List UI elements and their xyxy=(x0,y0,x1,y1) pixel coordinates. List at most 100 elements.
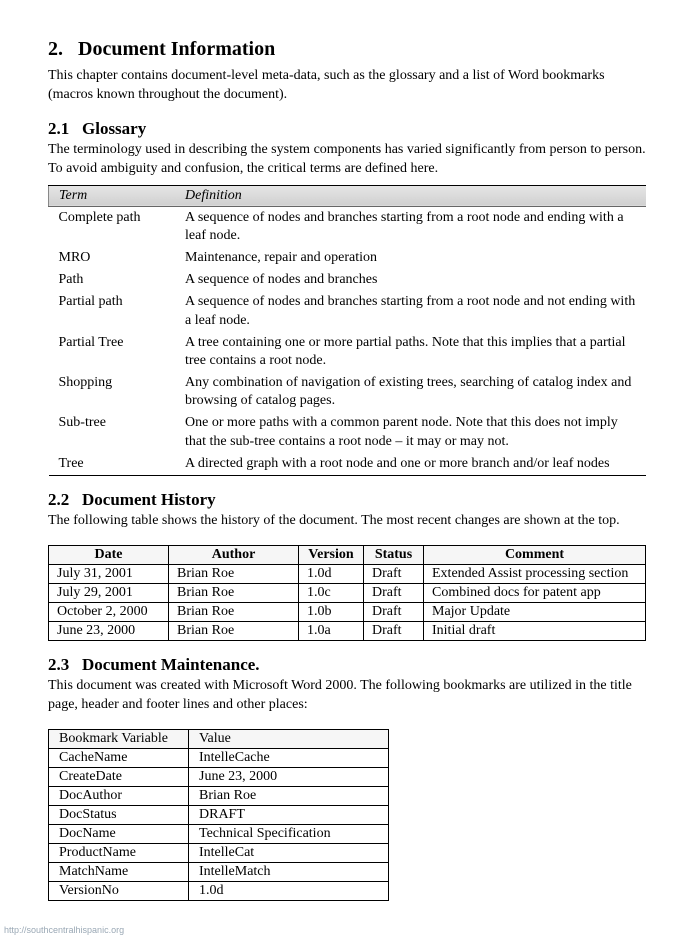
history-heading-title: Document History xyxy=(82,490,216,509)
history-cell-author: Brian Roe xyxy=(169,564,299,583)
bookmark-variable: DocAuthor xyxy=(49,786,189,805)
history-row: October 2, 2000Brian Roe1.0bDraftMajor U… xyxy=(49,602,646,621)
glossary-definition: A sequence of nodes and branches startin… xyxy=(175,291,646,331)
history-row: July 31, 2001Brian Roe1.0dDraftExtended … xyxy=(49,564,646,583)
glossary-row: MROMaintenance, repair and operation xyxy=(49,247,647,269)
history-cell-comment: Extended Assist processing section xyxy=(424,564,646,583)
glossary-definition: A directed graph with a root node and on… xyxy=(175,453,646,476)
bookmark-variable: CacheName xyxy=(49,748,189,767)
glossary-term: Sub-tree xyxy=(49,412,176,452)
history-cell-date: July 31, 2001 xyxy=(49,564,169,583)
history-cell-comment: Major Update xyxy=(424,602,646,621)
glossary-table: Term Definition Complete pathA sequence … xyxy=(48,185,646,476)
document-page: 2. Document Information This chapter con… xyxy=(0,0,694,921)
bookmark-value: IntelleCat xyxy=(189,843,389,862)
glossary-term: Shopping xyxy=(49,372,176,412)
history-intro: The following table shows the history of… xyxy=(48,512,646,531)
glossary-definition: A sequence of nodes and branches xyxy=(175,269,646,291)
bookmark-table: Bookmark Variable Value CacheNameIntelle… xyxy=(48,729,389,901)
bookmark-col-val: Value xyxy=(189,729,389,748)
glossary-definition: A tree containing one or more partial pa… xyxy=(175,332,646,372)
glossary-definition: Any combination of navigation of existin… xyxy=(175,372,646,412)
maintenance-heading-num: 2.3 xyxy=(48,655,69,674)
history-cell-version: 1.0b xyxy=(299,602,364,621)
history-cell-status: Draft xyxy=(364,564,424,583)
bookmark-value: 1.0d xyxy=(189,881,389,900)
glossary-row: TreeA directed graph with a root node an… xyxy=(49,453,647,476)
bookmark-variable: ProductName xyxy=(49,843,189,862)
maintenance-heading-title: Document Maintenance. xyxy=(82,655,260,674)
glossary-row: Partial pathA sequence of nodes and bran… xyxy=(49,291,647,331)
glossary-term: Tree xyxy=(49,453,176,476)
bookmark-variable: CreateDate xyxy=(49,767,189,786)
glossary-col-def: Definition xyxy=(175,185,646,206)
bookmark-row: ProductNameIntelleCat xyxy=(49,843,389,862)
history-cell-author: Brian Roe xyxy=(169,602,299,621)
bookmark-value: IntelleMatch xyxy=(189,862,389,881)
history-cell-date: July 29, 2001 xyxy=(49,583,169,602)
history-cell-author: Brian Roe xyxy=(169,621,299,640)
bookmark-row: DocStatusDRAFT xyxy=(49,805,389,824)
history-col-status: Status xyxy=(364,545,424,564)
history-cell-status: Draft xyxy=(364,621,424,640)
history-cell-version: 1.0a xyxy=(299,621,364,640)
bookmark-value: IntelleCache xyxy=(189,748,389,767)
history-heading: 2.2 Document History xyxy=(48,490,646,510)
footer-url: http://southcentralhispanic.org xyxy=(0,921,694,935)
glossary-row: ShoppingAny combination of navigation of… xyxy=(49,372,647,412)
glossary-definition: Maintenance, repair and operation xyxy=(175,247,646,269)
bookmark-row: MatchNameIntelleMatch xyxy=(49,862,389,881)
history-cell-author: Brian Roe xyxy=(169,583,299,602)
history-heading-num: 2.2 xyxy=(48,490,69,509)
bookmark-value: Technical Specification xyxy=(189,824,389,843)
history-col-comment: Comment xyxy=(424,545,646,564)
section-title: Document Information xyxy=(78,38,275,60)
section-heading: 2. Document Information xyxy=(48,38,646,61)
glossary-intro: The terminology used in describing the s… xyxy=(48,141,646,179)
bookmark-value: June 23, 2000 xyxy=(189,767,389,786)
glossary-definition: One or more paths with a common parent n… xyxy=(175,412,646,452)
bookmark-row: DocAuthorBrian Roe xyxy=(49,786,389,805)
history-cell-version: 1.0c xyxy=(299,583,364,602)
glossary-term: Partial Tree xyxy=(49,332,176,372)
history-cell-status: Draft xyxy=(364,583,424,602)
glossary-row: Partial TreeA tree containing one or mor… xyxy=(49,332,647,372)
glossary-heading-title: Glossary xyxy=(82,119,146,138)
bookmark-value: Brian Roe xyxy=(189,786,389,805)
history-cell-status: Draft xyxy=(364,602,424,621)
glossary-row: PathA sequence of nodes and branches xyxy=(49,269,647,291)
bookmark-row: DocNameTechnical Specification xyxy=(49,824,389,843)
history-cell-date: October 2, 2000 xyxy=(49,602,169,621)
bookmark-variable: DocName xyxy=(49,824,189,843)
history-col-author: Author xyxy=(169,545,299,564)
history-col-date: Date xyxy=(49,545,169,564)
section-intro: This chapter contains document-level met… xyxy=(48,67,646,105)
history-row: June 23, 2000Brian Roe1.0aDraftInitial d… xyxy=(49,621,646,640)
history-cell-comment: Combined docs for patent app xyxy=(424,583,646,602)
glossary-row: Complete pathA sequence of nodes and bra… xyxy=(49,206,647,247)
history-row: July 29, 2001Brian Roe1.0cDraftCombined … xyxy=(49,583,646,602)
history-table: Date Author Version Status Comment July … xyxy=(48,545,646,641)
bookmark-variable: DocStatus xyxy=(49,805,189,824)
bookmark-variable: MatchName xyxy=(49,862,189,881)
glossary-definition: A sequence of nodes and branches startin… xyxy=(175,206,646,247)
history-cell-comment: Initial draft xyxy=(424,621,646,640)
glossary-heading-num: 2.1 xyxy=(48,119,69,138)
section-number: 2. xyxy=(48,38,63,60)
maintenance-heading: 2.3 Document Maintenance. xyxy=(48,655,646,675)
maintenance-intro: This document was created with Microsoft… xyxy=(48,677,646,715)
history-cell-date: June 23, 2000 xyxy=(49,621,169,640)
glossary-term: Complete path xyxy=(49,206,176,247)
history-col-version: Version xyxy=(299,545,364,564)
glossary-heading: 2.1 Glossary xyxy=(48,119,646,139)
bookmark-row: CacheNameIntelleCache xyxy=(49,748,389,767)
bookmark-value: DRAFT xyxy=(189,805,389,824)
bookmark-variable: VersionNo xyxy=(49,881,189,900)
glossary-row: Sub-treeOne or more paths with a common … xyxy=(49,412,647,452)
glossary-term: Path xyxy=(49,269,176,291)
bookmark-col-var: Bookmark Variable xyxy=(49,729,189,748)
glossary-term: MRO xyxy=(49,247,176,269)
history-cell-version: 1.0d xyxy=(299,564,364,583)
glossary-col-term: Term xyxy=(49,185,176,206)
bookmark-row: CreateDateJune 23, 2000 xyxy=(49,767,389,786)
